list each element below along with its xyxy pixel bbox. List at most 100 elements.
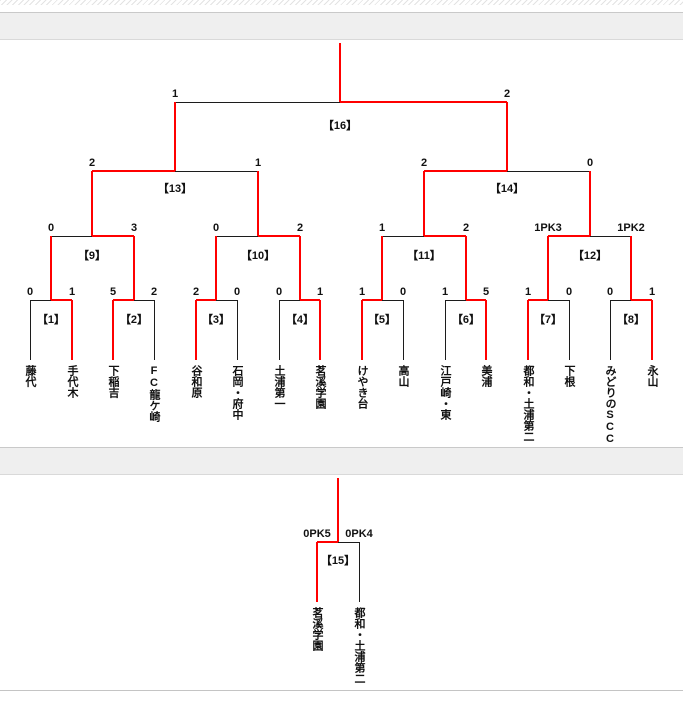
- winner-line: [506, 102, 508, 171]
- connector-line: [279, 300, 280, 360]
- team-score: 5: [482, 286, 490, 298]
- connector-line: [51, 236, 92, 237]
- team-name: 茗溪学園: [314, 365, 326, 409]
- team-name: 谷和原: [190, 365, 202, 398]
- winner-line: [133, 236, 135, 300]
- winner-line: [195, 300, 197, 360]
- winner-line: [92, 235, 134, 237]
- team-score: 0: [565, 286, 573, 298]
- winner-line: [465, 236, 467, 300]
- winner-line: [630, 236, 632, 300]
- match-score: 3: [130, 222, 138, 234]
- separator-bar-middle: [0, 447, 683, 475]
- team-name: 高山: [397, 365, 409, 387]
- match-number: 【11】: [407, 250, 441, 262]
- match-number: 【4】: [285, 314, 315, 326]
- winner-line: [361, 300, 363, 360]
- team-score: 1: [358, 286, 366, 298]
- separator-bar-top: [0, 12, 683, 40]
- winner-line: [547, 236, 549, 300]
- winner-line: [317, 541, 338, 543]
- winner-line: [424, 170, 507, 172]
- match-number: 【6】: [451, 314, 481, 326]
- winner-line: [339, 43, 341, 102]
- winner-line: [466, 299, 486, 301]
- match-number: 【5】: [367, 314, 397, 326]
- team-name: 都和・土浦第二: [522, 365, 534, 442]
- match-number: 【15】: [320, 555, 356, 567]
- match-score: 2: [296, 222, 304, 234]
- winner-line: [651, 300, 653, 360]
- team-name: 下稲吉: [107, 365, 119, 398]
- winner-line: [424, 235, 466, 237]
- match-number: 【14】: [489, 183, 525, 195]
- connector-line: [154, 300, 155, 360]
- connector-line: [175, 102, 340, 103]
- team-score: 2: [150, 286, 158, 298]
- match-score: 0: [586, 157, 594, 169]
- team-score: 1: [68, 286, 76, 298]
- match-score: 0: [47, 222, 55, 234]
- team-score: 1: [316, 286, 324, 298]
- team-name: 江戸崎・東: [439, 365, 451, 420]
- winner-line: [50, 236, 52, 300]
- match-number: 【3】: [201, 314, 231, 326]
- match-score: 2: [462, 222, 470, 234]
- winner-line: [299, 236, 301, 300]
- match-number: 【2】: [119, 314, 149, 326]
- winner-line: [423, 171, 425, 236]
- connector-line: [237, 300, 238, 360]
- connector-line: [216, 300, 237, 301]
- team-score: 1: [648, 286, 656, 298]
- match-score: 2: [88, 157, 96, 169]
- winner-line: [589, 171, 591, 236]
- winner-line: [362, 299, 382, 301]
- match-score: 1PK3: [534, 222, 562, 234]
- winner-line: [381, 236, 383, 300]
- match-number: 【12】: [572, 250, 608, 262]
- match-number: 【16】: [322, 120, 358, 132]
- winner-line: [196, 299, 216, 301]
- team-name: みどりのSCC: [604, 365, 616, 445]
- match-score: 0PK5: [303, 528, 331, 540]
- team-name: 茗溪学園: [311, 607, 323, 651]
- team-score: 0: [233, 286, 241, 298]
- bottom-divider: [0, 690, 683, 691]
- team-score: 0: [275, 286, 283, 298]
- connector-line: [507, 171, 590, 172]
- team-name: 石岡・府中: [231, 365, 243, 420]
- team-name: 永山: [646, 365, 658, 387]
- connector-line: [175, 171, 258, 172]
- connector-line: [134, 300, 154, 301]
- match-number: 【1】: [36, 314, 66, 326]
- winner-line: [92, 170, 175, 172]
- connector-line: [403, 300, 404, 360]
- connector-line: [382, 300, 403, 301]
- team-name: FC龍ケ崎: [148, 365, 160, 422]
- connector-line: [382, 236, 424, 237]
- match-number: 【10】: [240, 250, 276, 262]
- connector-line: [445, 300, 466, 301]
- winner-line: [527, 300, 529, 360]
- connector-line: [30, 300, 31, 360]
- winner-line: [548, 235, 590, 237]
- team-score: 1: [524, 286, 532, 298]
- match-score: 0PK4: [345, 528, 373, 540]
- team-score: 0: [606, 286, 614, 298]
- winner-line: [300, 299, 320, 301]
- winner-line: [316, 542, 318, 602]
- hatched-strip: [0, 0, 683, 5]
- match-number: 【8】: [616, 314, 646, 326]
- connector-line: [338, 542, 359, 543]
- match-score: 1PK2: [617, 222, 645, 234]
- winner-line: [71, 300, 73, 360]
- winner-line: [340, 101, 507, 103]
- connector-line: [216, 236, 258, 237]
- team-name: けやき台: [356, 365, 368, 409]
- winner-line: [215, 236, 217, 300]
- winner-line: [631, 299, 652, 301]
- winner-line: [528, 299, 548, 301]
- team-name: 下根: [563, 365, 575, 387]
- winner-line: [257, 171, 259, 236]
